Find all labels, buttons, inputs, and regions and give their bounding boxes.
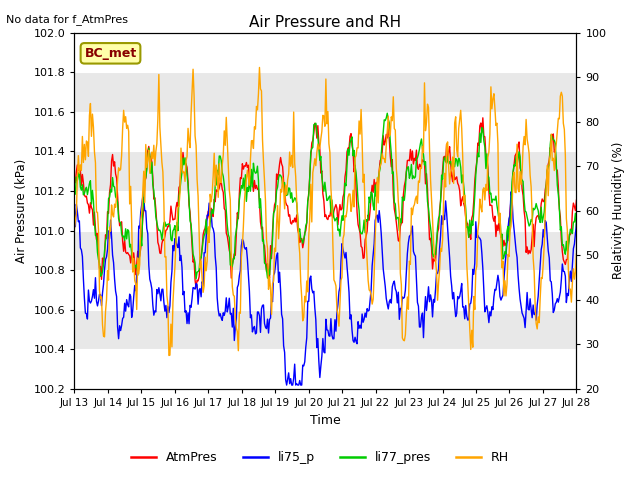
Bar bbox=[74, 270, 577, 310]
Y-axis label: Air Pressure (kPa): Air Pressure (kPa) bbox=[15, 159, 28, 263]
X-axis label: Time: Time bbox=[310, 414, 340, 427]
Text: BC_met: BC_met bbox=[84, 47, 136, 60]
Bar bbox=[74, 349, 577, 389]
Title: Air Pressure and RH: Air Pressure and RH bbox=[250, 15, 401, 30]
Legend: AtmPres, li75_p, li77_pres, RH: AtmPres, li75_p, li77_pres, RH bbox=[126, 446, 514, 469]
Text: No data for f_AtmPres: No data for f_AtmPres bbox=[6, 14, 129, 25]
Y-axis label: Relativity Humidity (%): Relativity Humidity (%) bbox=[612, 142, 625, 279]
Bar bbox=[74, 191, 577, 230]
Bar bbox=[74, 33, 577, 72]
Bar bbox=[74, 112, 577, 151]
